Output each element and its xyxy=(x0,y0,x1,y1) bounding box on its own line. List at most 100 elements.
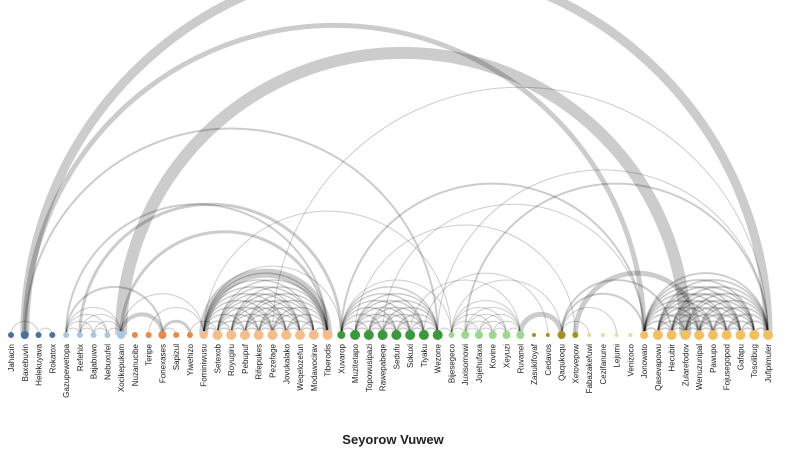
link-arc xyxy=(285,320,315,336)
node-pezefage[interactable] xyxy=(267,330,278,340)
node-baxebuvin[interactable] xyxy=(20,331,29,339)
node-rokatox[interactable] xyxy=(49,332,56,338)
node-cezifanune[interactable] xyxy=(600,333,605,337)
node-gafapu[interactable] xyxy=(735,330,746,340)
link-arc xyxy=(115,47,692,336)
node-fabazakefuwi[interactable] xyxy=(587,333,592,337)
node-label: Sokuxi xyxy=(406,344,415,368)
node-label: Royugiru xyxy=(227,344,236,376)
link-arc xyxy=(381,306,439,336)
node-rifepukes[interactable] xyxy=(253,330,264,340)
node-jahacin[interactable] xyxy=(8,332,14,338)
link-arc xyxy=(257,299,329,336)
node-fojusegopod[interactable] xyxy=(721,330,732,340)
node-modawocirav[interactable] xyxy=(308,330,319,340)
node-jonowato[interactable] xyxy=(640,331,649,339)
node-nuzanucibe[interactable] xyxy=(131,332,138,338)
link-arc xyxy=(354,320,384,336)
link-arc xyxy=(656,286,756,336)
node-label: Rawepabeqe xyxy=(379,343,388,391)
link-arc xyxy=(684,299,756,336)
node-jovukalako[interactable] xyxy=(281,330,292,340)
node-jojehufaxa[interactable] xyxy=(474,331,483,339)
link-arc xyxy=(203,210,452,336)
link-arc xyxy=(643,272,769,336)
node-tiyaku[interactable] xyxy=(418,330,429,340)
node-wenuzunipal[interactable] xyxy=(694,330,705,340)
link-arc xyxy=(670,320,701,336)
node-pawupo[interactable] xyxy=(707,330,718,340)
node-nebuxufel[interactable] xyxy=(104,332,111,338)
node-sapizul[interactable] xyxy=(173,332,180,338)
link-arc xyxy=(656,313,701,336)
node-refehix[interactable] xyxy=(76,332,83,338)
link-arc xyxy=(423,272,549,336)
node-wezone[interactable] xyxy=(432,330,443,340)
node-zularefodov[interactable] xyxy=(680,330,691,340)
link-arc xyxy=(670,286,769,336)
node-xuvarop[interactable] xyxy=(337,331,346,339)
node-cedavos[interactable] xyxy=(545,333,550,337)
node-label: Kovine xyxy=(489,343,498,368)
node-label: Xocikepukam xyxy=(117,344,126,392)
link-arc xyxy=(561,306,618,336)
node-kovine[interactable] xyxy=(488,331,497,339)
node-yiwehizo[interactable] xyxy=(186,332,193,338)
link-arc xyxy=(202,272,329,336)
link-arc xyxy=(244,320,274,336)
link-arc xyxy=(368,320,398,336)
node-gazupewetopa[interactable] xyxy=(63,332,70,338)
node-sokuxi[interactable] xyxy=(405,330,416,340)
node-setexob[interactable] xyxy=(212,330,223,340)
link-arc xyxy=(202,313,246,336)
node-label: Jufipimuler xyxy=(764,344,773,383)
node-juxisomowi[interactable] xyxy=(461,331,470,339)
link-arc xyxy=(712,306,769,336)
node-bajabuwo[interactable] xyxy=(90,332,97,338)
link-arc xyxy=(409,279,521,336)
node-hecubir[interactable] xyxy=(666,330,677,340)
link-arc xyxy=(656,320,687,336)
link-arc xyxy=(340,300,411,336)
link-arc xyxy=(271,313,315,336)
node-label: Pawupo xyxy=(709,343,718,372)
node-pebupuf[interactable] xyxy=(239,330,250,340)
link-arc xyxy=(230,286,329,336)
node-royugiru[interactable] xyxy=(226,330,237,340)
link-arc xyxy=(492,320,521,336)
node-label: Rokatox xyxy=(48,344,57,373)
node-label: Setexob xyxy=(213,343,222,373)
node-helekuyava[interactable] xyxy=(35,332,42,338)
node-teripe[interactable] xyxy=(145,332,152,338)
node-sedufu[interactable] xyxy=(391,330,402,340)
node-venizoco[interactable] xyxy=(628,333,633,337)
node-fominiwusu[interactable] xyxy=(199,331,208,339)
link-arc xyxy=(202,279,315,336)
node-muzitetapo[interactable] xyxy=(350,330,361,340)
node-xeyuzi[interactable] xyxy=(502,331,511,339)
link-arc xyxy=(684,320,714,336)
node-jufipimuler[interactable] xyxy=(763,330,773,340)
node-tosolibug[interactable] xyxy=(749,330,760,340)
node-xocikepukam[interactable] xyxy=(117,331,126,339)
node-label: Venizoco xyxy=(626,343,635,376)
link-arc xyxy=(299,320,329,336)
node-tiberodis[interactable] xyxy=(322,330,333,340)
node-weqelozefun[interactable] xyxy=(295,330,306,340)
node-bijesegeco[interactable] xyxy=(448,332,455,338)
node-xetovepow[interactable] xyxy=(572,332,579,338)
node-qaqukoqu[interactable] xyxy=(557,331,566,339)
diagram-title: Seyorow Vuwew xyxy=(342,432,444,447)
node-rawepabeqe[interactable] xyxy=(377,330,388,340)
node-ruvanel[interactable] xyxy=(516,331,525,339)
link-arc xyxy=(368,306,425,336)
node-label: Weqelozefun xyxy=(296,344,305,391)
node-topowusipazi[interactable] xyxy=(363,330,374,340)
node-qasevapowu[interactable] xyxy=(652,330,663,340)
link-arc xyxy=(698,320,728,336)
node-zasukifoyaf[interactable] xyxy=(532,333,537,337)
link-arc xyxy=(340,306,398,336)
node-fonexases[interactable] xyxy=(158,331,167,339)
node-lejumi[interactable] xyxy=(614,333,619,337)
link-arc xyxy=(464,306,521,336)
